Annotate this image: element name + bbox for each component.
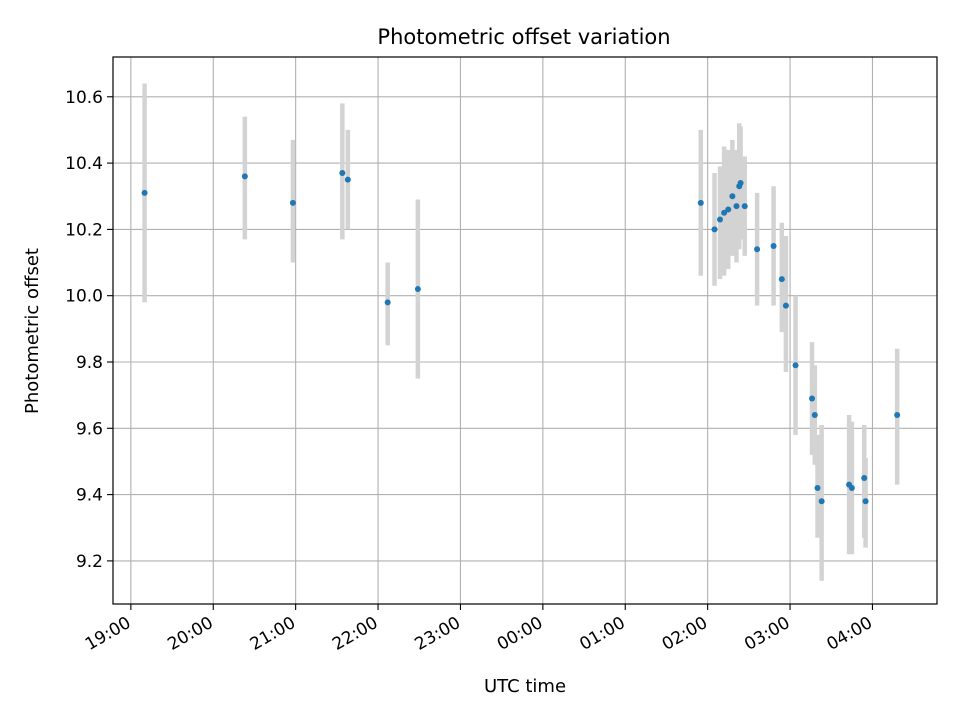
data-point [737,179,744,186]
data-point [289,199,296,206]
data-point [809,395,816,402]
data-point [414,286,421,293]
data-point [754,246,761,253]
y-tick-label: 9.2 [76,552,103,572]
data-point [894,412,901,419]
y-tick-label: 10.6 [65,88,103,108]
data-point [770,242,777,249]
y-tick-label: 10.2 [65,220,103,240]
data-point [811,412,818,419]
x-axis-label: UTC time [484,676,566,697]
data-point [862,498,869,505]
data-point [814,484,821,491]
data-point [792,362,799,369]
data-point [733,203,740,210]
data-point [717,216,724,223]
data-point [861,475,868,482]
y-tick-label: 9.8 [76,353,103,373]
data-point [339,170,346,177]
data-point [729,193,736,200]
data-point [241,173,248,180]
data-point [741,203,748,210]
data-point [778,276,785,283]
data-point [721,209,728,216]
data-point [384,299,391,306]
y-tick-label: 10.0 [65,287,103,307]
grid-lines [113,57,937,604]
data-point [697,199,704,206]
data-point [711,226,718,233]
chart-title: Photometric offset variation [377,25,670,49]
y-tick-label: 9.4 [76,486,103,506]
data-point [848,484,855,491]
y-axis-ticks: 9.2 9.4 9.6 9.8 10.0 10.2 10.4 10.6 [65,88,113,572]
data-points [141,170,901,505]
data-point [782,302,789,309]
data-point [725,206,732,213]
plot-frame [112,56,938,605]
y-tick-label: 10.4 [65,154,103,174]
data-point [818,498,825,505]
y-axis-label: Photometric offset [22,248,43,414]
data-point [141,189,148,196]
y-tick-label: 9.6 [76,419,103,439]
data-point [344,176,351,183]
